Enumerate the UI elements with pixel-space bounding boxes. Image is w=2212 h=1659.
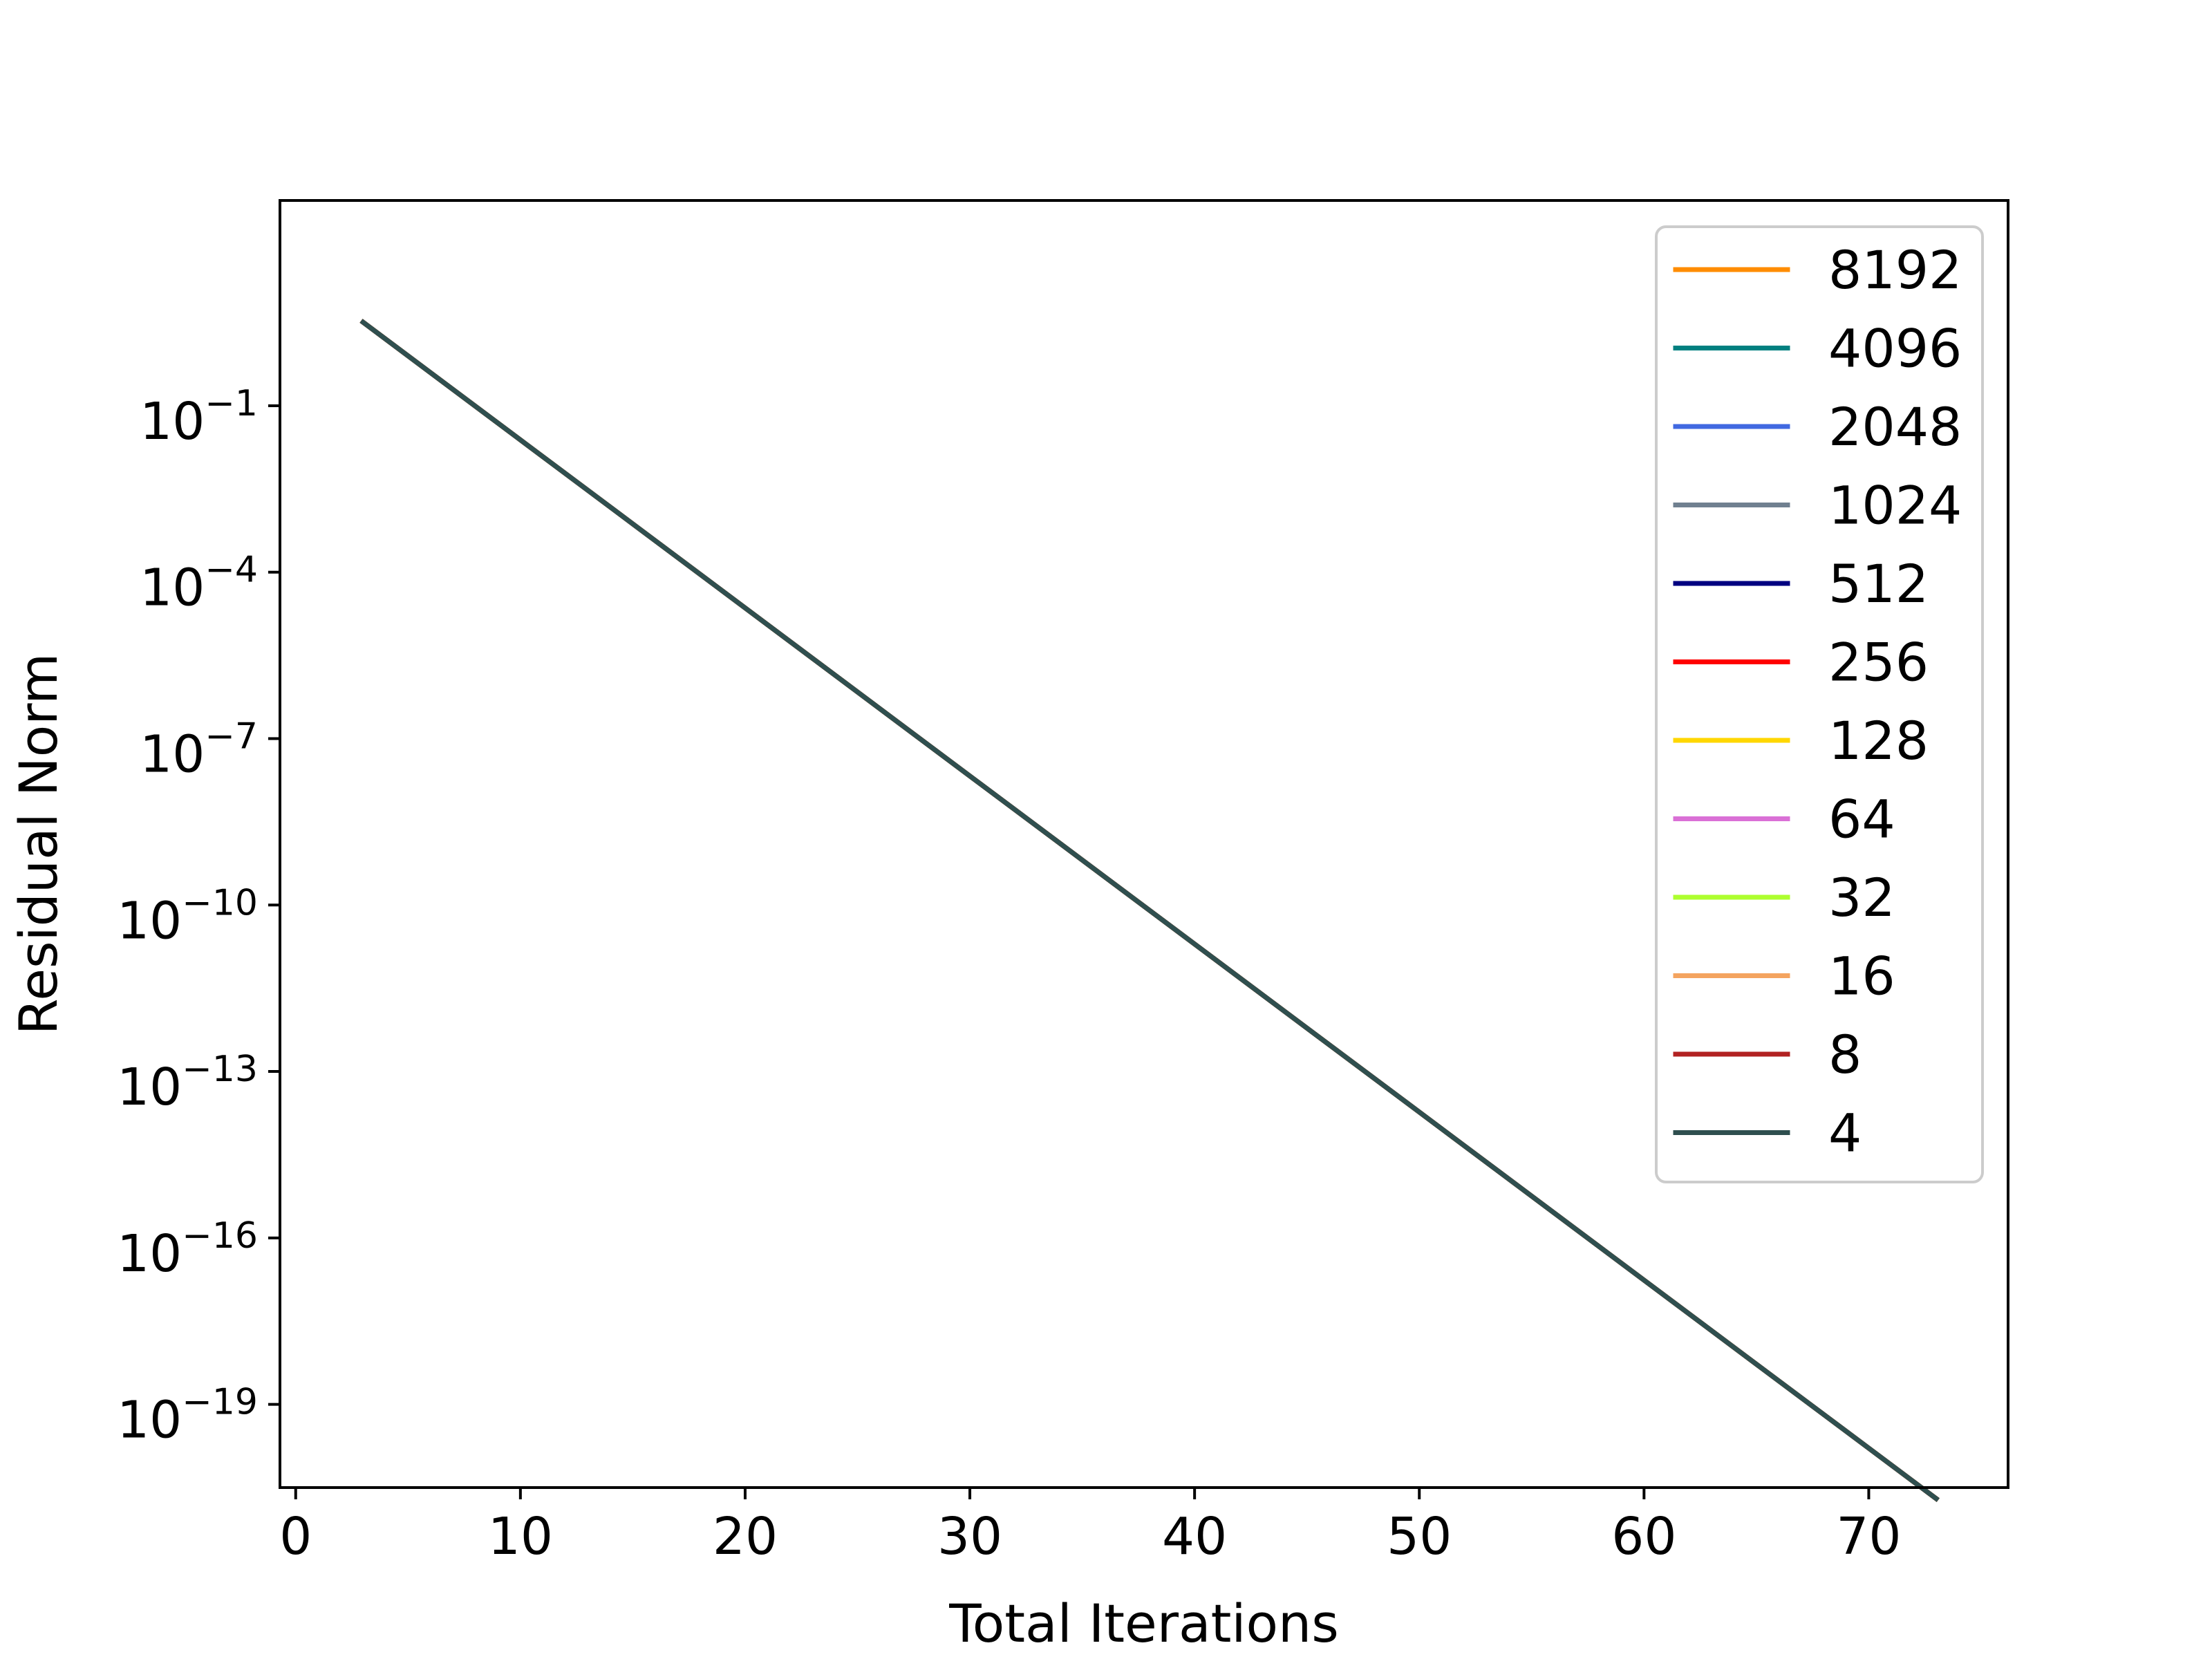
x-tick-label: 30 bbox=[937, 1507, 1002, 1566]
y-tick-label: 10−10 bbox=[117, 882, 258, 950]
legend-label-256: 256 bbox=[1828, 632, 1929, 693]
series-layer bbox=[359, 319, 1940, 1502]
y-axis-label: Residual Norm bbox=[8, 653, 69, 1035]
x-axis: 0 10 20 30 40 50 60 70 bbox=[279, 1488, 1902, 1566]
x-tick-label: 60 bbox=[1611, 1507, 1676, 1566]
y-tick-label: 10−1 bbox=[140, 383, 258, 451]
x-tick-label: 50 bbox=[1387, 1507, 1452, 1566]
legend-label-8192: 8192 bbox=[1828, 239, 1962, 301]
legend-label-16: 16 bbox=[1828, 946, 1895, 1007]
legend: 8192 4096 2048 1024 512 256 128 64 32 16 8 4 bbox=[1655, 225, 1984, 1183]
x-tick-label: 70 bbox=[1836, 1507, 1901, 1566]
legend-label-128: 128 bbox=[1828, 710, 1929, 771]
legend-label-1024: 1024 bbox=[1828, 475, 1962, 536]
legend-label-2048: 2048 bbox=[1828, 396, 1962, 458]
y-tick-label: 10−16 bbox=[117, 1215, 258, 1284]
legend-label-64: 64 bbox=[1828, 789, 1895, 850]
series-line-4 bbox=[359, 319, 1940, 1502]
x-axis-label: Total Iterations bbox=[948, 1593, 1339, 1654]
y-tick-label: 10−4 bbox=[140, 550, 258, 618]
y-tick-label: 10−13 bbox=[117, 1049, 258, 1117]
y-tick-label: 10−19 bbox=[117, 1382, 258, 1450]
legend-label-4: 4 bbox=[1828, 1103, 1862, 1164]
legend-label-4096: 4096 bbox=[1828, 318, 1962, 379]
plot-frame bbox=[279, 199, 2009, 1489]
legend-box bbox=[1655, 225, 1984, 1183]
x-tick-label: 0 bbox=[279, 1507, 312, 1566]
x-tick-label: 40 bbox=[1162, 1507, 1227, 1566]
x-tick-label: 10 bbox=[488, 1507, 553, 1566]
legend-label-512: 512 bbox=[1828, 553, 1929, 615]
y-axis: 10−1 10−4 10−7 10−10 10−13 10−16 10−19 bbox=[117, 383, 280, 1450]
legend-label-32: 32 bbox=[1828, 867, 1895, 928]
legend-label-8: 8 bbox=[1828, 1024, 1862, 1085]
y-tick-label: 10−7 bbox=[140, 716, 258, 785]
x-tick-label: 20 bbox=[713, 1507, 778, 1566]
